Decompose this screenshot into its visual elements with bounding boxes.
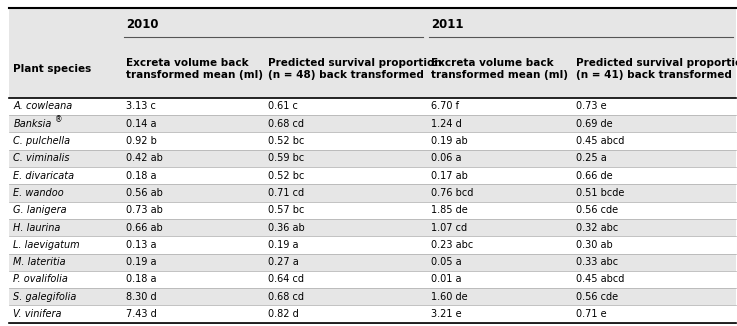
Text: 0.18 a: 0.18 a xyxy=(126,274,156,285)
Text: 0.73 ab: 0.73 ab xyxy=(126,205,163,215)
Text: 0.45 abcd: 0.45 abcd xyxy=(576,274,625,285)
Text: 0.17 ab: 0.17 ab xyxy=(431,171,468,181)
Text: 6.70 f: 6.70 f xyxy=(431,101,459,111)
Text: 2010: 2010 xyxy=(126,18,158,31)
Text: P. ovalifolia: P. ovalifolia xyxy=(13,274,68,285)
Text: 8.30 d: 8.30 d xyxy=(126,292,156,302)
Text: 0.56 cde: 0.56 cde xyxy=(576,205,618,215)
Text: 0.71 cd: 0.71 cd xyxy=(268,188,304,198)
Text: 0.01 a: 0.01 a xyxy=(431,274,461,285)
Text: 0.27 a: 0.27 a xyxy=(268,257,298,267)
Text: 0.52 bc: 0.52 bc xyxy=(268,136,304,146)
Text: Excreta volume back
transformed mean (ml): Excreta volume back transformed mean (ml… xyxy=(431,58,568,80)
Text: E. divaricata: E. divaricata xyxy=(13,171,74,181)
Text: 0.05 a: 0.05 a xyxy=(431,257,462,267)
Text: 0.13 a: 0.13 a xyxy=(126,240,156,250)
Text: A. cowleana: A. cowleana xyxy=(13,101,72,111)
Bar xyxy=(9,115,736,132)
Text: G. lanigera: G. lanigera xyxy=(13,205,67,215)
Text: 0.61 c: 0.61 c xyxy=(268,101,298,111)
Bar xyxy=(9,150,736,167)
Text: 3.21 e: 3.21 e xyxy=(431,309,462,319)
Text: V. vinifera: V. vinifera xyxy=(13,309,62,319)
Text: 0.36 ab: 0.36 ab xyxy=(268,223,304,232)
Text: 0.68 cd: 0.68 cd xyxy=(268,119,304,129)
Text: 0.19 ab: 0.19 ab xyxy=(431,136,468,146)
Text: M. lateritia: M. lateritia xyxy=(13,257,66,267)
Text: S. galegifolia: S. galegifolia xyxy=(13,292,77,302)
Text: 0.71 e: 0.71 e xyxy=(576,309,607,319)
Text: C. viminalis: C. viminalis xyxy=(13,153,70,163)
Text: Plant species: Plant species xyxy=(13,64,91,74)
Bar xyxy=(9,288,736,305)
Text: 0.82 d: 0.82 d xyxy=(268,309,298,319)
Text: 0.56 cde: 0.56 cde xyxy=(576,292,618,302)
Text: Predicted survival proportion
(n = 48) back transformed: Predicted survival proportion (n = 48) b… xyxy=(268,58,441,80)
Text: 0.52 bc: 0.52 bc xyxy=(268,171,304,181)
Text: 7.43 d: 7.43 d xyxy=(126,309,157,319)
Text: 0.66 ab: 0.66 ab xyxy=(126,223,163,232)
Text: 0.76 bcd: 0.76 bcd xyxy=(431,188,473,198)
Text: 1.07 cd: 1.07 cd xyxy=(431,223,467,232)
Text: 1.60 de: 1.60 de xyxy=(431,292,468,302)
Text: 0.18 a: 0.18 a xyxy=(126,171,156,181)
Text: 0.06 a: 0.06 a xyxy=(431,153,461,163)
Text: 0.68 cd: 0.68 cd xyxy=(268,292,304,302)
Text: 0.73 e: 0.73 e xyxy=(576,101,607,111)
Text: 0.66 de: 0.66 de xyxy=(576,171,613,181)
Text: 0.92 b: 0.92 b xyxy=(126,136,157,146)
Text: 0.19 a: 0.19 a xyxy=(268,240,298,250)
Text: 0.64 cd: 0.64 cd xyxy=(268,274,304,285)
Text: 0.19 a: 0.19 a xyxy=(126,257,156,267)
Text: 0.25 a: 0.25 a xyxy=(576,153,607,163)
Bar xyxy=(9,41,736,98)
Text: 2011: 2011 xyxy=(431,18,464,31)
Text: 0.32 abc: 0.32 abc xyxy=(576,223,618,232)
Text: 1.24 d: 1.24 d xyxy=(431,119,462,129)
Text: 0.51 bcde: 0.51 bcde xyxy=(576,188,625,198)
Bar xyxy=(9,8,736,41)
Text: E. wandoo: E. wandoo xyxy=(13,188,64,198)
Text: 0.45 abcd: 0.45 abcd xyxy=(576,136,625,146)
Text: 0.69 de: 0.69 de xyxy=(576,119,613,129)
Text: 3.13 c: 3.13 c xyxy=(126,101,156,111)
Text: Predicted survival proportion
(n = 41) back transformed: Predicted survival proportion (n = 41) b… xyxy=(576,58,737,80)
Text: L. laevigatum: L. laevigatum xyxy=(13,240,80,250)
Text: C. pulchella: C. pulchella xyxy=(13,136,71,146)
Bar xyxy=(9,254,736,271)
Text: Excreta volume back
transformed mean (ml): Excreta volume back transformed mean (ml… xyxy=(126,58,263,80)
Text: 0.56 ab: 0.56 ab xyxy=(126,188,163,198)
Text: 0.42 ab: 0.42 ab xyxy=(126,153,163,163)
Text: 0.23 abc: 0.23 abc xyxy=(431,240,473,250)
Text: 0.57 bc: 0.57 bc xyxy=(268,205,304,215)
Text: ®: ® xyxy=(55,115,63,125)
Text: 0.59 bc: 0.59 bc xyxy=(268,153,304,163)
Bar xyxy=(9,219,736,236)
Text: 0.33 abc: 0.33 abc xyxy=(576,257,618,267)
Text: 1.85 de: 1.85 de xyxy=(431,205,468,215)
Bar xyxy=(9,184,736,201)
Text: Banksia: Banksia xyxy=(13,119,52,129)
Text: 0.30 ab: 0.30 ab xyxy=(576,240,613,250)
Text: H. laurina: H. laurina xyxy=(13,223,60,232)
Text: 0.14 a: 0.14 a xyxy=(126,119,156,129)
